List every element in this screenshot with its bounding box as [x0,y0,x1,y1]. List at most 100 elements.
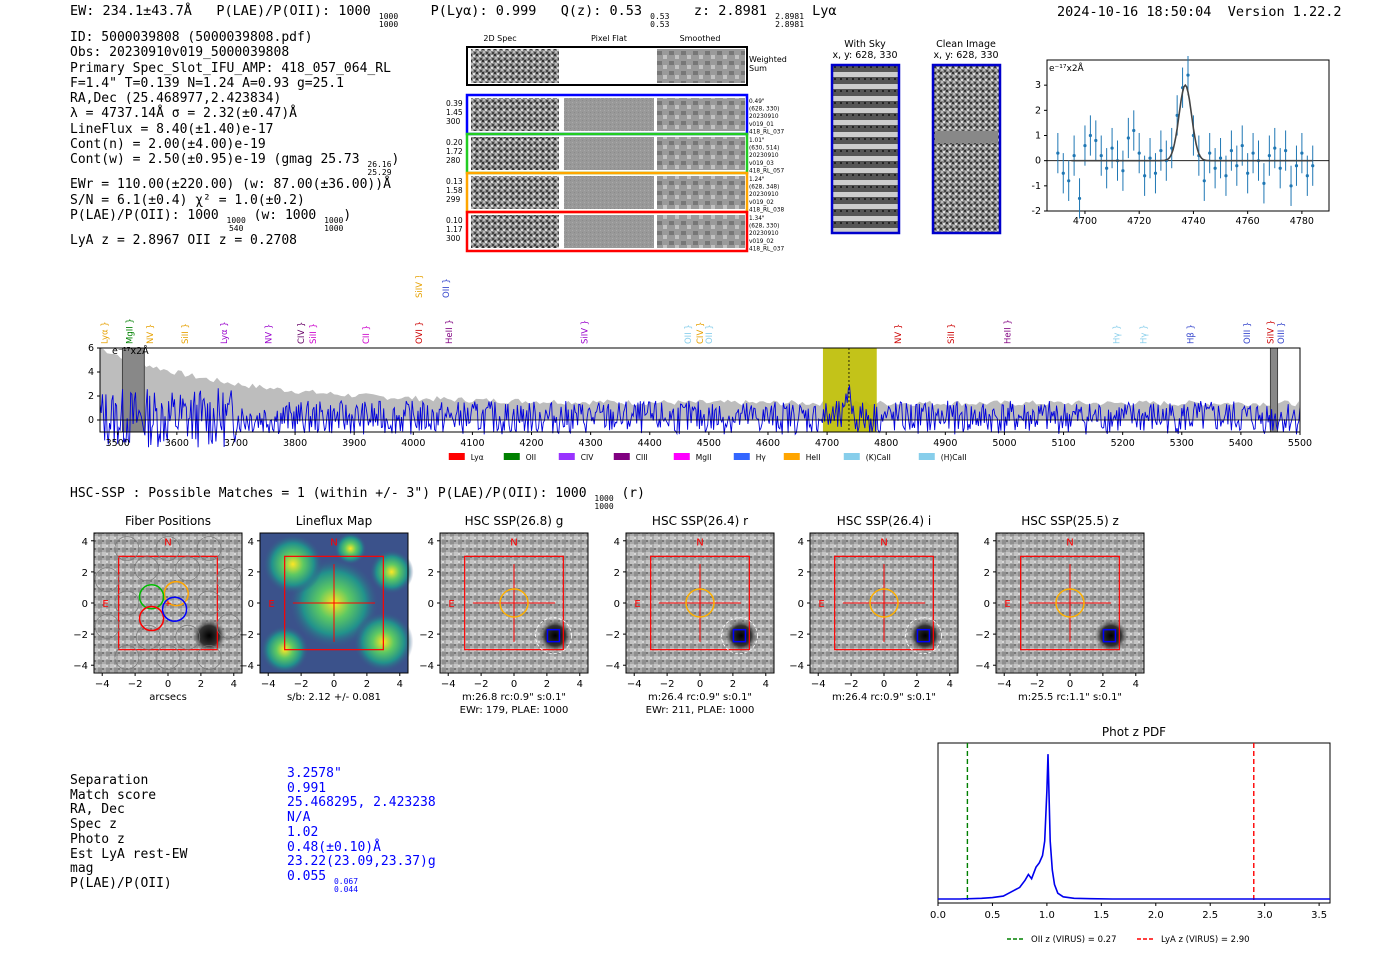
match-label-score: Match score [70,787,157,803]
hsc-xtick-label-4-0: −4 [811,679,826,690]
line-mark-1: MgII } [126,318,136,344]
full-xtick-label-16: 5100 [1051,438,1075,449]
zoom-point-12 [1121,169,1125,173]
match-label-radec: RA, Dec [70,802,125,818]
hsc-ytick-label-4-2: 0 [798,599,804,610]
zoom-point-6 [1088,133,1092,138]
col-header-smooth: Smoothed [680,34,721,43]
fiber-ring-6 [216,567,242,593]
with-sky-image [830,63,901,235]
zoom-point-2 [1067,179,1071,183]
hsc-panel-2: HSC SSP(26.8) g N E 4 2 0 −2 −4 −4 −2 0 2 4 m:26.8 rc… [419,514,589,716]
cutout-frame-3 [465,210,749,253]
full-spectrum-unit: e⁻¹⁷x2Å [112,345,149,357]
hsc-xtick-label-2-1: −2 [474,679,489,690]
hsc-xtick-label-4-3: 2 [914,679,920,690]
aperture-circle-3 [685,588,715,618]
hsc-ytick-label-3-3: −2 [605,630,620,641]
cutout-right-3-0: 1.34" [749,216,765,222]
hsc-panel-title-0: Fiber Positions [125,514,211,528]
zoom-point-27 [1202,179,1206,183]
photz-xtick-label-3: 1.5 [1093,910,1109,921]
hsc-panel-4: HSC SSP(26.4) i N E 4 2 0 −2 −4 −4 −2 0 2 4 m:26.4 rc… [789,514,959,703]
cutout-2d-2 [471,176,559,209]
compass-e-4: E [818,599,824,610]
compass-n-4: N [880,537,887,548]
col-header-2d: 2D Spec [483,34,516,43]
cutout-right-1-0: 1.01" [749,138,765,144]
hsc-ytick-label-3-4: −4 [605,661,620,672]
photz-xtick-label-6: 3.0 [1257,910,1273,921]
legend-label-6: HeII [806,453,821,462]
hsc-xtick-label-3-0: −4 [627,679,642,690]
zoom-xtick-label-0: 4700 [1073,216,1097,227]
cutout-left-2-1: 1.58 [446,186,463,195]
compass-e-3: E [634,599,640,610]
line-mark-24: SiIV } [1266,320,1276,344]
match-box-5 [1102,628,1117,643]
line-mark-10: SiIV } [415,276,425,298]
match-label-mag: mag [70,861,94,877]
match-label-separation: Separation [70,773,149,788]
line-mark-14: OII } [684,324,694,344]
info-params: F=1.4" T=0.139 N=1.24 A=0.93 g=25.1 [70,75,344,91]
hsc-ytick-label-0-1: 2 [82,568,88,579]
hsc-ytick-label-5-3: −2 [975,630,990,641]
hsc-xtick-label-4-1: −2 [844,679,859,690]
match-value-mag: 23.22(23.09,23.37)g [287,854,436,870]
full-xtick-label-11: 4600 [756,438,780,449]
fiber-ring-7 [114,590,140,616]
zoom-ytick-label-4: 2 [1035,105,1041,116]
line-mark-17: NV } [894,324,904,344]
zoom-point-44 [1294,164,1299,168]
zoom-point-8 [1099,154,1103,158]
info-lineflux: LineFlux = 8.40(±1.40)e-17 [70,121,274,137]
cutout-right-2-2: 20230910 [749,192,779,198]
full-xtick-label-15: 5000 [992,438,1016,449]
match-value-photoz: 1.02 [287,824,319,840]
hsc-box-2 [464,555,564,651]
aperture-circle-4 [869,588,899,618]
cutout-grid: 2D Spec Pixel Flat Smoothed Weighted Sum… [446,34,787,253]
cutout-left-2-0: 0.13 [446,177,463,186]
zoom-point-15 [1137,151,1141,155]
match-box-3 [732,628,747,643]
zoom-point-28 [1208,151,1212,155]
hsc-caption1-5: m:25.5 rc:1.1" s:0.1" [1018,692,1122,703]
zoom-point-33 [1235,164,1239,168]
match-value-radec: 25.468295, 2.423238 [287,795,436,811]
hsc-ytick-label-4-3: −2 [789,630,804,641]
line-mark-12: OII } [442,278,452,298]
cutout-smooth-3 [657,215,745,248]
hsc-ytick-label-5-0: 4 [984,537,990,548]
match-value-score: 0.991 [287,780,327,796]
hsc-caption1-2: m:26.8 rc:0.9" s:0.1" [462,692,566,703]
full-xtick-label-17: 5200 [1111,438,1135,449]
hsc-panel-3: HSC SSP(26.4) r N E 4 2 0 −2 −4 −4 −2 0 2 4 m:26.4 rc… [605,514,775,716]
col-header-flat: Pixel Flat [591,34,627,43]
compass-n-5: N [1066,537,1073,548]
photz-chart: Phot z PDF 0.0 0.5 1.0 1.5 2.0 2.5 3.0 3.5 OII z … [930,725,1331,945]
legend-label-2: CIV [581,453,594,462]
legend-label-3: CIII [636,453,648,462]
hsc-ytick-label-0-0: 4 [82,537,88,548]
aperture-circle-2 [499,588,529,618]
cutout-flat-1 [564,137,654,170]
zoom-point-31 [1224,174,1228,178]
hsc-title: HSC-SSP : Possible Matches = 1 (within +… [70,486,645,511]
hsc-xtick-label-0-2: 0 [165,679,171,690]
hsc-ytick-label-4-0: 4 [798,537,804,548]
full-xtick-label-19: 5400 [1229,438,1253,449]
lineflux-blob-1 [262,534,323,595]
full-xtick-label-2: 3700 [224,438,248,449]
hsc-xtick-label-3-4: 4 [763,679,769,690]
hsc-panel-1: Lineflux Map N E 4 2 0 −2 −4 −4 −2 0 2 4 s/b: 2.12 +/… [239,514,414,703]
hsc-caption1-0: arcsecs [149,692,187,703]
match-label-photoz: Photo z [70,831,125,847]
zoom-xtick-label-2: 4740 [1181,216,1205,227]
fiber-colored-3 [161,596,188,622]
cutout-left-1-2: 280 [446,156,461,165]
legend-swatch-7 [843,453,860,460]
fiber-ring-14 [155,645,181,670]
